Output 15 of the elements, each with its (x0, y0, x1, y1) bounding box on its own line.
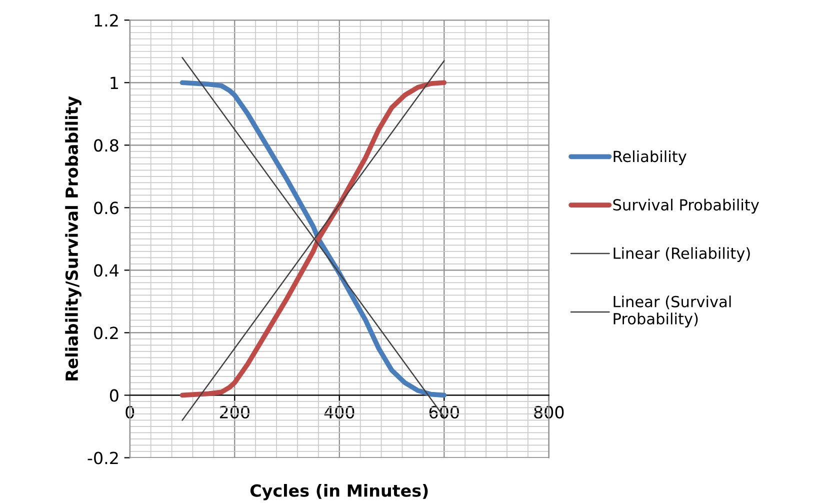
legend-label: Reliability (614, 150, 686, 166)
y-tick-label: 0.6 (94, 202, 118, 214)
x-tick-label: 800 (534, 406, 564, 419)
y-axis-title: Reliability/Survival Probability (65, 96, 82, 380)
y-tick-label: 0.4 (94, 264, 119, 277)
y-tick-label: 1 (110, 76, 118, 89)
y-tick-label: 0.2 (94, 326, 118, 340)
legend-label: Linear (Reliability) (614, 247, 750, 262)
legend-label: Survival Probability (613, 198, 760, 214)
legend-label: Linear (Survival Probability) (614, 296, 731, 328)
y-tick-label: -0.2 (88, 452, 118, 464)
y-tick-label: 0 (110, 389, 118, 402)
x-axis-title: Cycles (in Minutes) (250, 484, 428, 500)
y-tick-label: 1.2 (94, 14, 118, 26)
y-tick-label: 0.8 (94, 139, 118, 152)
